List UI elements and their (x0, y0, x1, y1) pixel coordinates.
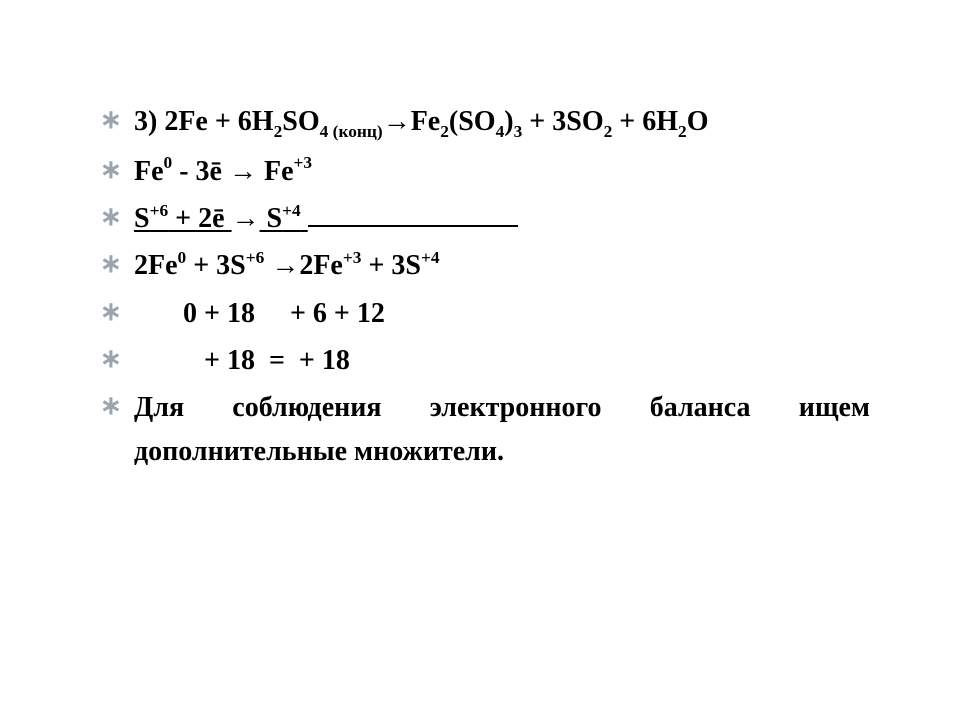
eq-part: Fe (257, 156, 294, 187)
eq-part: + 3S (186, 250, 246, 281)
eq-part: Fe (411, 106, 441, 137)
line-equation-main: ∗ 3) 2Fe + 6H2SO4 (конц)→Fe2(SO4)3 + 3SO… (100, 100, 870, 146)
eq-part: ) (504, 106, 513, 137)
slide: ∗ 3) 2Fe + 6H2SO4 (конц)→Fe2(SO4)3 + 3SO… (0, 0, 960, 720)
eq-part: 3) 2Fe + 6H (134, 106, 274, 137)
line-numbers-1: ∗ 0 + 18 + 6 + 12 (100, 292, 870, 335)
superscript: 0 (164, 153, 173, 172)
half-reaction-s: S+6 + 2ē → S+4 (134, 197, 870, 240)
bullet-icon: ∗ (100, 197, 134, 237)
eq-part: S (260, 203, 283, 234)
eq-part: (SO (449, 106, 496, 137)
eq-part: 2Fe (299, 250, 343, 281)
subscript: 4 (496, 122, 505, 141)
arrow-icon: → (383, 100, 411, 143)
subscript: 2 (678, 122, 687, 141)
bullet-icon: ∗ (100, 100, 134, 140)
line-half-fe: ∗ Fe0 - 3ē → Fe+3 (100, 150, 870, 193)
numbers-2: + 18 = + 18 (134, 339, 870, 382)
eq-part: 2Fe (134, 250, 178, 281)
arrow-icon: → (232, 197, 260, 240)
superscript: +3 (294, 153, 313, 172)
bullet-icon: ∗ (100, 339, 134, 379)
eq-part: + 3SO (522, 106, 603, 137)
underline-extension (308, 200, 518, 227)
eq-part: O (687, 106, 709, 137)
arrow-icon: → (271, 244, 299, 287)
superscript: +6 (150, 201, 169, 220)
eq-part: Fe (134, 156, 164, 187)
eq-part: - 3ē (172, 156, 229, 187)
arrow-icon: → (229, 150, 257, 193)
subscript: (конц) (328, 122, 382, 141)
eq-part (264, 250, 271, 281)
subscript: 2 (274, 122, 283, 141)
explanation-text: Для соблюдения электронного баланса ищем… (134, 386, 870, 473)
superscript: 0 (178, 248, 187, 267)
superscript: +4 (421, 248, 440, 267)
bullet-icon: ∗ (100, 150, 134, 190)
eq-part: + 6H (612, 106, 678, 137)
subscript: 2 (440, 122, 449, 141)
line-numbers-2: ∗ + 18 = + 18 (100, 339, 870, 382)
eq-part: + 2ē (168, 203, 231, 234)
eq-part: + 3S (361, 250, 421, 281)
superscript: +6 (246, 248, 265, 267)
eq-part: S (134, 203, 150, 234)
equation-main: 3) 2Fe + 6H2SO4 (конц)→Fe2(SO4)3 + 3SO2 … (134, 100, 870, 146)
superscript: +4 (282, 201, 301, 220)
line-sum: ∗ 2Fe0 + 3S+6 →2Fe+3 + 3S+4 (100, 244, 870, 287)
sum-equation: 2Fe0 + 3S+6 →2Fe+3 + 3S+4 (134, 244, 870, 287)
superscript: +3 (343, 248, 362, 267)
bullet-icon: ∗ (100, 292, 134, 332)
line-half-s: ∗ S+6 + 2ē → S+4 (100, 197, 870, 240)
line-explanation: ∗ Для соблюдения электронного баланса ищ… (100, 386, 870, 473)
subscript: 3 (514, 122, 523, 141)
half-reaction-fe: Fe0 - 3ē → Fe+3 (134, 150, 870, 193)
bullet-icon: ∗ (100, 244, 134, 284)
eq-part: SO (282, 106, 319, 137)
subscript: 2 (604, 122, 613, 141)
numbers-1: 0 + 18 + 6 + 12 (134, 292, 870, 335)
bullet-icon: ∗ (100, 386, 134, 426)
